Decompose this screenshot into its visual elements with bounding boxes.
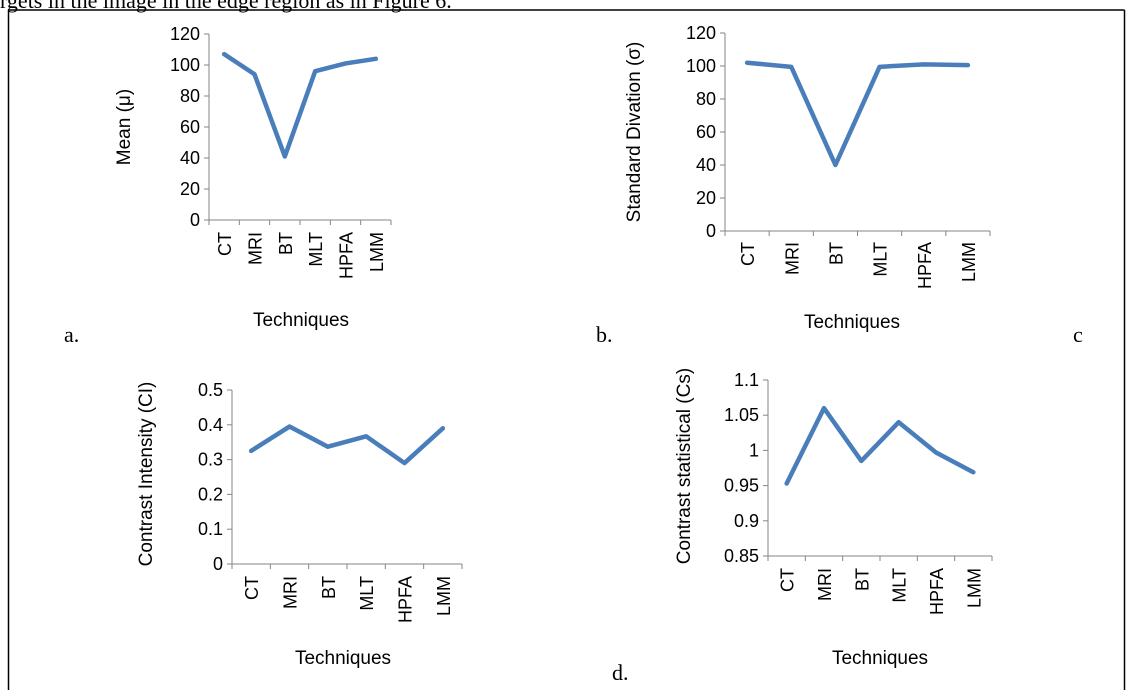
- y-tick-label: 20: [180, 179, 200, 199]
- x-axis-title: Techniques: [253, 310, 349, 331]
- x-tick-label: CT: [242, 576, 262, 600]
- y-tick-label: 0: [190, 210, 200, 230]
- x-axis-title: Techniques: [295, 648, 391, 669]
- x-tick-label: HPFA: [915, 242, 935, 289]
- x-tick-label: LMM: [964, 568, 984, 608]
- panel-label-d: d.: [612, 660, 629, 685]
- y-axis-title: Standard Divation (σ): [624, 42, 645, 223]
- x-tick-label: MRI: [246, 232, 266, 265]
- y-tick-label: 20: [696, 188, 716, 208]
- y-tick-label: 60: [696, 122, 716, 142]
- x-tick-label: HPFA: [927, 568, 947, 615]
- y-tick-label: 120: [170, 24, 200, 44]
- x-tick-label: HPFA: [396, 576, 416, 623]
- y-tick-label: 0.4: [198, 415, 223, 435]
- y-tick-label: 0.2: [198, 484, 223, 504]
- x-axis-title: Techniques: [804, 312, 900, 333]
- y-tick-label: 40: [696, 155, 716, 175]
- x-tick-label: MLT: [306, 232, 326, 267]
- x-tick-label: CT: [778, 568, 798, 592]
- x-tick-label: MLT: [890, 568, 910, 603]
- x-tick-label: BT: [852, 568, 872, 591]
- x-tick-label: BT: [826, 242, 846, 265]
- x-tick-label: MRI: [815, 568, 835, 601]
- x-tick-label: CT: [215, 232, 235, 256]
- y-axis-title: Contrast Intensity (CI): [136, 382, 157, 567]
- x-tick-label: LMM: [434, 576, 454, 616]
- y-tick-label: 1.1: [734, 370, 759, 390]
- y-tick-label: 120: [686, 23, 716, 43]
- y-tick-label: 1.05: [724, 405, 759, 425]
- y-tick-label: 0.9: [734, 511, 759, 531]
- y-tick-label: 0: [213, 554, 223, 574]
- x-tick-label: LMM: [959, 242, 979, 282]
- y-tick-label: 100: [686, 56, 716, 76]
- y-tick-label: 80: [180, 86, 200, 106]
- y-tick-label: 0: [706, 221, 716, 241]
- series-line: [744, 60, 971, 168]
- series-line: [221, 51, 379, 159]
- y-axis-title: Contrast statistical (Cs): [674, 368, 695, 564]
- panel-label-b: b.: [596, 322, 613, 347]
- y-tick-label: 1: [749, 440, 759, 460]
- x-tick-label: BT: [276, 232, 296, 255]
- x-tick-label: CT: [738, 242, 758, 266]
- x-tick-label: LMM: [367, 232, 387, 272]
- y-tick-label: 100: [170, 55, 200, 75]
- y-tick-label: 0.85: [724, 546, 759, 566]
- y-axis-title: Mean (μ): [114, 89, 135, 165]
- x-axis-title: Techniques: [832, 648, 928, 669]
- x-tick-label: MLT: [871, 242, 891, 277]
- panel-label-a: a.: [64, 322, 80, 347]
- x-tick-label: MRI: [782, 242, 802, 275]
- series-line: [248, 424, 446, 466]
- y-tick-label: 0.5: [198, 380, 223, 400]
- y-tick-label: 80: [696, 89, 716, 109]
- x-tick-label: HPFA: [337, 232, 357, 279]
- y-tick-label: 60: [180, 117, 200, 137]
- x-tick-label: BT: [319, 576, 339, 599]
- y-tick-label: 40: [180, 148, 200, 168]
- x-tick-label: MLT: [357, 576, 377, 611]
- y-tick-label: 0.95: [724, 476, 759, 496]
- x-tick-label: MRI: [281, 576, 301, 609]
- y-tick-label: 0.3: [198, 450, 223, 470]
- panel-label-c: c: [1073, 322, 1083, 347]
- series-line: [784, 405, 976, 486]
- y-tick-label: 0.1: [198, 519, 223, 539]
